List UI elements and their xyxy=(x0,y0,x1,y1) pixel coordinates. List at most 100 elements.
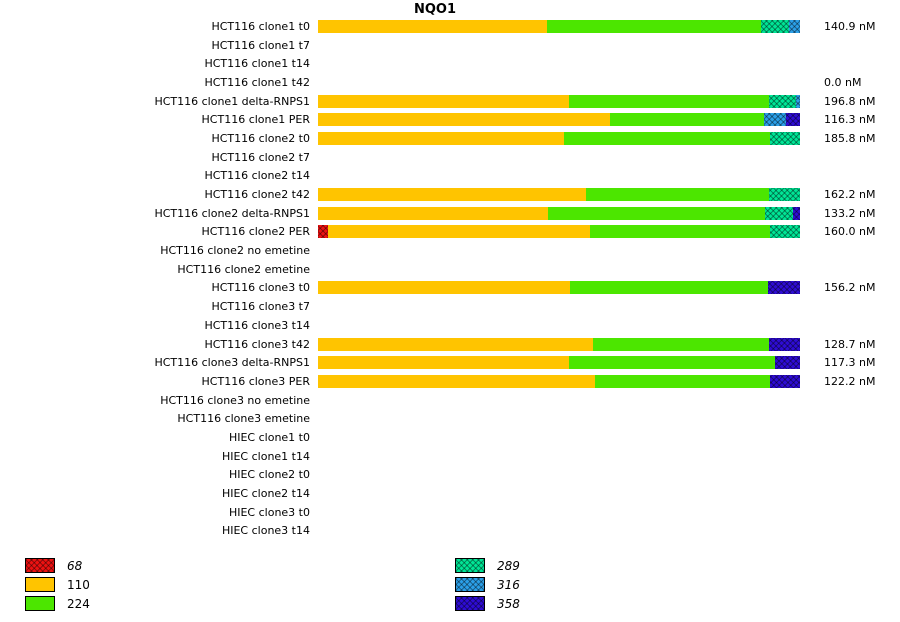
legend-swatch-358 xyxy=(455,596,485,611)
row-label: HCT116 clone1 PER xyxy=(201,113,310,127)
chart-row: HCT116 clone3 no emetine xyxy=(0,391,875,410)
row-label: HCT116 clone3 t14 xyxy=(204,318,310,332)
row-label: HCT116 clone3 PER xyxy=(201,374,310,388)
legend-item: 316 xyxy=(455,575,520,594)
bar-segment-110 xyxy=(318,337,593,351)
chart-row: HCT116 clone3 t42 128.7 nM xyxy=(0,335,875,354)
row-label: HCT116 clone1 t42 xyxy=(204,75,310,89)
chart-row: HCT116 clone2 t7 xyxy=(0,148,875,167)
row-value: 160.0 nM xyxy=(824,225,876,239)
chart-row: HCT116 clone2 no emetine xyxy=(0,241,875,260)
chart-rows: HCT116 clone1 t0 140.9 nM HCT116 clone1 t7… xyxy=(0,17,875,540)
chart-row: HIEC clone3 t0 xyxy=(0,503,875,522)
bar-track xyxy=(318,374,800,388)
row-label: HCT116 clone1 t7 xyxy=(211,38,310,52)
row-label: HIEC clone2 t0 xyxy=(228,468,310,482)
row-label: HCT116 clone1 t0 xyxy=(211,19,310,33)
legend-item: 289 xyxy=(455,556,520,575)
row-value: 117.3 nM xyxy=(824,356,876,370)
chart-row: HCT116 clone2 PER 160.0 nM xyxy=(0,223,875,242)
legend-item: 110 xyxy=(25,575,90,594)
legend-swatch-68 xyxy=(25,558,55,573)
chart-row: HCT116 clone3 delta-RNPS1 117.3 nM xyxy=(0,353,875,372)
bar-segment-289 xyxy=(770,131,800,145)
chart-row: HCT116 clone3 PER 122.2 nM xyxy=(0,372,875,391)
bar-segment-110 xyxy=(318,206,549,220)
bar-track xyxy=(318,450,800,463)
row-value: 185.8 nM xyxy=(824,131,876,145)
bar-track xyxy=(318,19,800,33)
bar-track xyxy=(318,356,800,370)
legend-swatch-110 xyxy=(25,577,55,592)
row-label: HCT116 clone3 t0 xyxy=(211,281,310,295)
chart-row: HCT116 clone2 emetine xyxy=(0,260,875,279)
legend-label: 68 xyxy=(67,558,83,573)
bar-segment-224 xyxy=(568,356,775,370)
row-label: HCT116 clone3 emetine xyxy=(177,412,310,426)
row-label: HIEC clone2 t14 xyxy=(221,487,310,501)
row-value: 156.2 nM xyxy=(824,281,876,295)
row-label: HCT116 clone2 emetine xyxy=(177,262,310,276)
bar-track xyxy=(318,263,800,276)
bar-segment-358 xyxy=(793,206,800,220)
bar-segment-110 xyxy=(318,113,610,127)
bar-track xyxy=(318,524,800,537)
row-label: HCT116 clone3 t7 xyxy=(211,300,310,314)
legend-column: 289 316 358 xyxy=(455,556,520,613)
bar-track xyxy=(318,57,800,70)
legend-swatch-224 xyxy=(25,596,55,611)
bar-segment-224 xyxy=(546,19,762,33)
bar-segment-110 xyxy=(318,374,596,388)
bar-track xyxy=(318,94,800,108)
legend-label: 316 xyxy=(497,577,520,592)
chart-row: HCT116 clone1 delta-RNPS1 196.8 nM xyxy=(0,92,875,111)
bar-track xyxy=(318,319,800,332)
bar-track xyxy=(318,131,800,145)
chart-row: HIEC clone3 t14 xyxy=(0,522,875,541)
bar-track xyxy=(318,169,800,182)
bar-segment-110 xyxy=(318,19,547,33)
bar-track xyxy=(318,487,800,500)
row-label: HIEC clone3 t0 xyxy=(228,505,310,519)
row-value: 196.8 nM xyxy=(824,94,876,108)
row-label: HCT116 clone1 t14 xyxy=(204,57,310,71)
chart-row: HCT116 clone1 t14 xyxy=(0,54,875,73)
bar-segment-224 xyxy=(595,374,771,388)
legend-label: 110 xyxy=(67,577,90,592)
bar-segment-289 xyxy=(770,225,800,239)
row-label: HCT116 clone3 no emetine xyxy=(160,393,310,407)
row-label: HCT116 clone2 PER xyxy=(201,225,310,239)
bar-segment-316 xyxy=(795,94,800,108)
bar-segment-358 xyxy=(786,113,800,127)
row-label: HCT116 clone3 t42 xyxy=(204,337,310,351)
bar-segment-224 xyxy=(609,113,764,127)
legend-label: 289 xyxy=(497,558,520,573)
row-label: HCT116 clone2 t42 xyxy=(204,188,310,202)
bar-track xyxy=(318,431,800,444)
row-label: HCT116 clone2 no emetine xyxy=(160,244,310,258)
chart-row: HCT116 clone3 emetine xyxy=(0,409,875,428)
bar-segment-224 xyxy=(585,188,769,202)
bar-segment-224 xyxy=(590,225,771,239)
row-label: HIEC clone1 t14 xyxy=(221,449,310,463)
chart-row: HCT116 clone1 t0 140.9 nM xyxy=(0,17,875,36)
bar-segment-110 xyxy=(318,94,569,108)
bar-segment-224 xyxy=(563,131,771,145)
bar-segment-289 xyxy=(765,206,794,220)
bar-track xyxy=(318,113,800,127)
bar-segment-289 xyxy=(768,188,800,202)
bar-segment-110 xyxy=(318,131,564,145)
legend-column: 68 110 224 xyxy=(25,556,90,613)
row-value: 122.2 nM xyxy=(824,374,876,388)
chart-row: HCT116 clone3 t0 156.2 nM xyxy=(0,279,875,298)
chart-row: HCT116 clone1 t7 xyxy=(0,36,875,55)
bar-segment-110 xyxy=(327,225,591,239)
bar-segment-358 xyxy=(768,337,800,351)
legend-item: 68 xyxy=(25,556,90,575)
bar-track xyxy=(318,281,800,295)
bar-segment-358 xyxy=(774,356,800,370)
legend-label: 224 xyxy=(67,596,90,611)
row-label: HCT116 clone3 delta-RNPS1 xyxy=(154,356,310,370)
bar-track xyxy=(318,244,800,257)
legend-swatch-289 xyxy=(455,558,485,573)
